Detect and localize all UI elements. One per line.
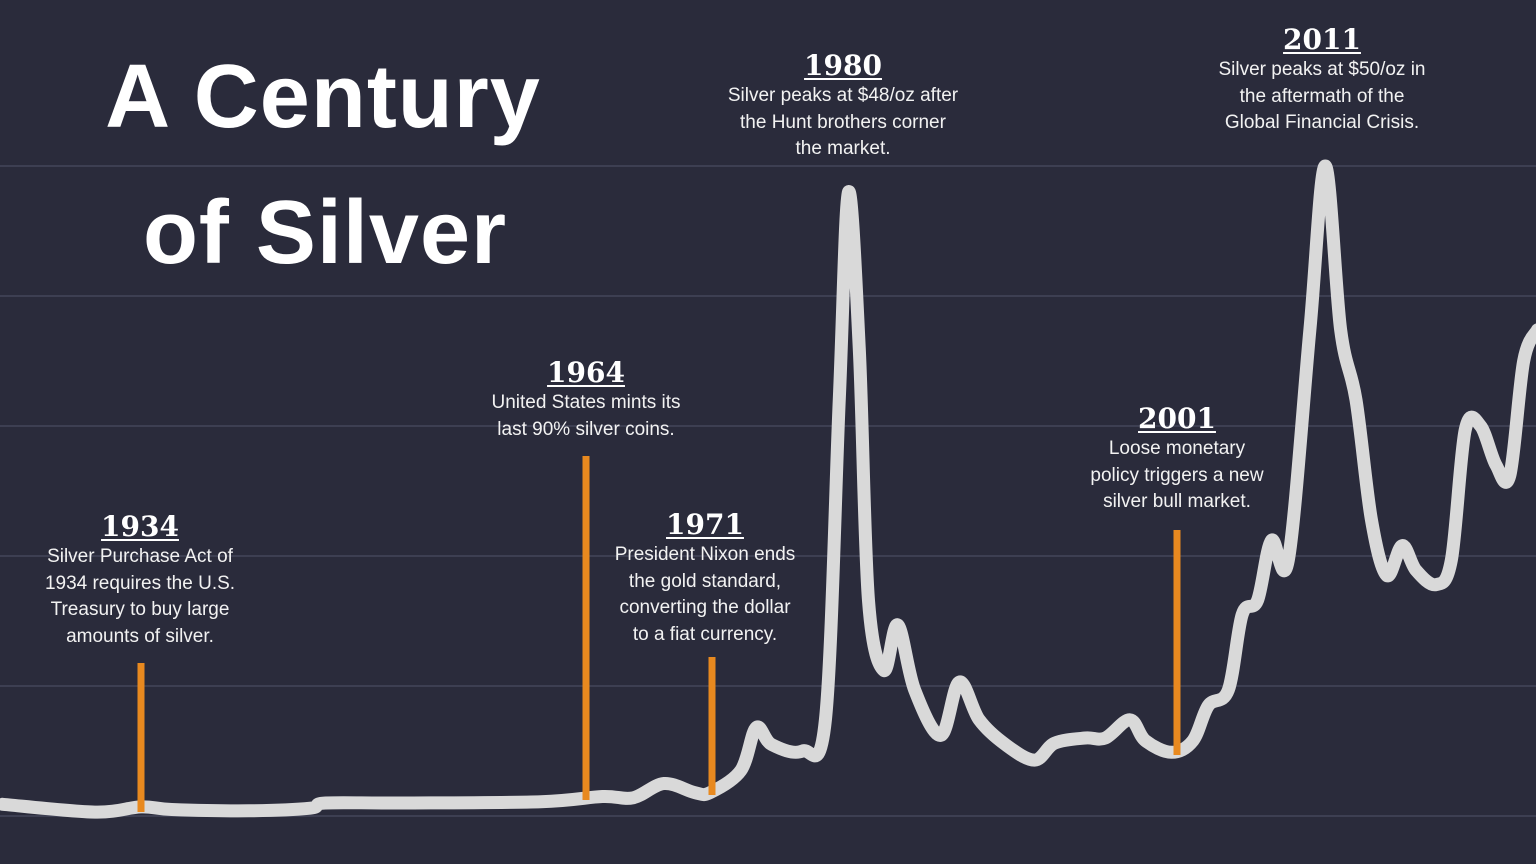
annotation-2011: 2011 Silver peaks at $50/oz in the after…	[1218, 23, 1425, 137]
annotation-year: 1934	[101, 510, 179, 543]
annotation-1934: 1934 Silver Purchase Act of 1934 require…	[45, 510, 235, 650]
annotation-year: 1980	[804, 49, 882, 82]
annotation-year: 2001	[1138, 402, 1216, 435]
annotation-text: Silver peaks at $50/oz in the aftermath …	[1218, 59, 1426, 133]
title-line-1: A Century	[105, 47, 541, 147]
annotation-year: 1971	[666, 508, 744, 541]
annotation-1964: 1964 United States mints its last 90% si…	[491, 356, 680, 443]
annotation-text: Silver peaks at $48/oz after the Hunt br…	[727, 85, 959, 159]
annotation-1980: 1980 Silver peaks at $48/oz after the Hu…	[728, 49, 958, 163]
annotation-text: Loose monetary policy triggers a new sil…	[1090, 438, 1264, 512]
silver-price-line	[0, 159, 1536, 819]
annotation-year: 2011	[1283, 23, 1361, 56]
title-line-2: of Silver	[142, 183, 508, 283]
annotation-1971: 1971 President Nixon ends the gold stand…	[615, 508, 796, 648]
annotation-year: 1964	[547, 356, 625, 389]
annotation-text: Silver Purchase Act of 1934 requires the…	[44, 546, 236, 647]
annotation-text: President Nixon ends the gold standard, …	[614, 544, 796, 645]
annotation-2001: 2001 Loose monetary policy triggers a ne…	[1090, 402, 1263, 516]
annotation-text: United States mints its last 90% silver …	[491, 392, 681, 440]
